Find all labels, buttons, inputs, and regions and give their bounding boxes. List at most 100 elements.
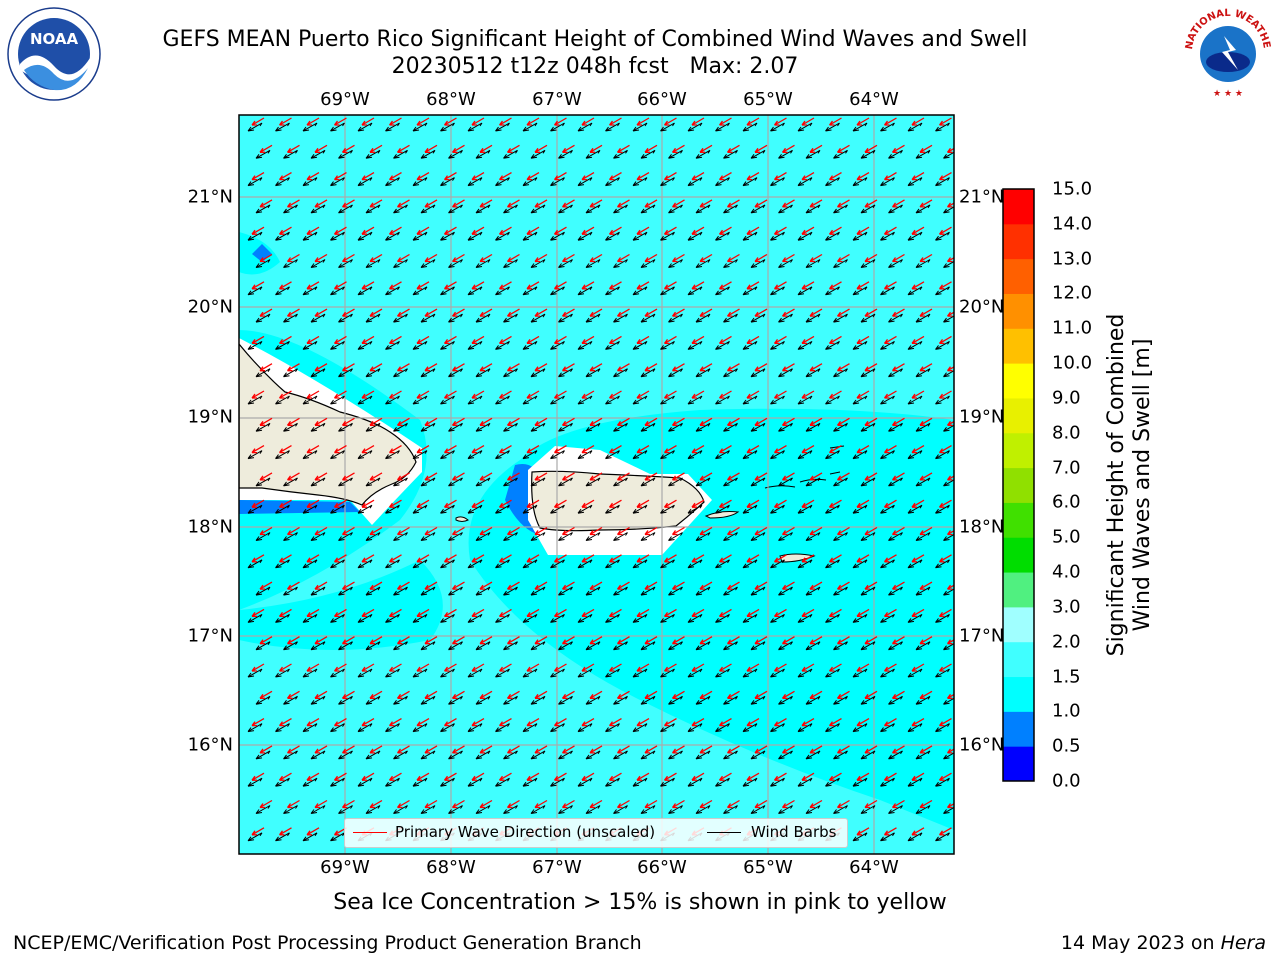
wind-barb (860, 750, 876, 760)
wind-barb (797, 504, 813, 514)
wave-direction-arrow (919, 526, 933, 536)
wind-barb (750, 641, 766, 651)
wave-direction-arrow (471, 226, 485, 235)
wave-direction-arrow (891, 199, 905, 208)
wind-barb (448, 204, 463, 214)
wind-barb (860, 204, 876, 214)
wave-direction-arrow (773, 608, 787, 618)
wind-barb (302, 668, 318, 678)
wave-direction-arrow (506, 199, 520, 208)
wave-direction-arrow (259, 253, 273, 263)
wind-barb (833, 204, 848, 214)
wave-direction-arrow (278, 117, 292, 126)
colorbar-segment (1003, 397, 1034, 434)
wind-barb (778, 313, 793, 323)
wave-direction-arrow (314, 363, 328, 372)
wave-direction-arrow (479, 472, 493, 481)
wind-barb (687, 559, 703, 569)
wave-direction-arrow (864, 253, 878, 263)
wave-direction-arrow (671, 144, 685, 153)
wind-barb (687, 613, 703, 623)
wave-direction-arrow (526, 772, 540, 781)
wave-direction-arrow (416, 499, 430, 508)
wind-barb (558, 641, 573, 651)
wind-barb (943, 479, 954, 487)
wind-barb (522, 559, 538, 569)
wave-direction-arrow (306, 445, 320, 454)
wave-direction-arrow (286, 799, 300, 809)
wave-direction-arrow (938, 281, 952, 290)
wave-direction-arrow (864, 690, 878, 699)
wind-barb (503, 368, 518, 378)
wave-direction-arrow (416, 390, 430, 399)
wave-direction-arrow (581, 718, 595, 727)
wave-direction-arrow (663, 772, 677, 781)
wave-direction-arrow (471, 390, 485, 399)
wave-direction-arrow (671, 199, 685, 208)
wind-barb (330, 177, 345, 187)
wave-direction-arrow (608, 608, 622, 618)
wave-direction-arrow (644, 308, 658, 317)
wave-direction-arrow (691, 117, 705, 126)
wind-barb (338, 149, 353, 159)
wind-barb (385, 231, 400, 241)
wave-direction-arrow (891, 363, 905, 372)
wind-barb (605, 450, 620, 460)
wave-direction-arrow (809, 526, 823, 536)
wave-direction-arrow (396, 581, 410, 590)
wind-barb (302, 231, 318, 241)
wind-barb (420, 259, 436, 268)
wind-barb (522, 340, 538, 350)
wave-direction-arrow (919, 581, 933, 590)
wave-direction-arrow (754, 253, 768, 263)
wind-barb (833, 532, 848, 541)
wind-barb (495, 613, 510, 623)
wind-barb (577, 340, 593, 350)
wave-direction-arrow (553, 226, 567, 235)
wave-direction-arrow (828, 226, 842, 235)
colorbar-tick-label: 1.5 (1052, 666, 1081, 688)
noaa-logo-text: NOAA (30, 30, 79, 48)
wind-barb (833, 695, 848, 705)
wind-barb (833, 149, 848, 159)
wind-barb (797, 395, 813, 405)
wave-direction-arrow (471, 663, 485, 672)
wave-direction-arrow (828, 718, 842, 727)
wind-barb (530, 368, 546, 378)
wave-direction-arrow (306, 827, 320, 836)
wind-barb (357, 723, 373, 733)
wave-direction-arrow (396, 199, 410, 208)
wave-direction-arrow (828, 335, 842, 345)
wind-barb (247, 723, 263, 733)
wave-direction-arrow (581, 117, 595, 126)
wind-barb (393, 586, 408, 596)
wind-barb (668, 695, 683, 705)
wave-direction-arrow (526, 117, 540, 126)
wind-barb (668, 641, 683, 651)
wind-barb (770, 395, 785, 405)
wind-barb (283, 586, 298, 596)
wind-barb (503, 477, 518, 487)
wind-barb (852, 559, 868, 569)
wave-direction-arrow (278, 663, 292, 672)
wave-direction-arrow (498, 281, 512, 290)
wave-direction-arrow (864, 526, 878, 536)
wave-direction-arrow (369, 472, 383, 481)
wave-direction-arrow (251, 718, 265, 727)
wave-direction-arrow (553, 499, 567, 508)
wave-direction-arrow (726, 799, 740, 809)
st-croix-island (779, 553, 816, 563)
lon-tick-top: 65°W (743, 89, 793, 110)
wind-barb (668, 532, 683, 541)
wind-barb (577, 286, 593, 296)
wave-direction-arrow (341, 417, 355, 426)
wave-direction-arrow (416, 663, 430, 672)
wind-barb (275, 177, 290, 187)
wave-direction-arrow (534, 636, 548, 645)
lon-tick-bottom: 64°W (849, 857, 899, 878)
wind-barb (275, 613, 290, 623)
wind-barb (632, 177, 648, 187)
wind-barb (283, 805, 298, 814)
wave-direction-arrow (471, 554, 485, 563)
colorbar-segment (1003, 676, 1034, 712)
